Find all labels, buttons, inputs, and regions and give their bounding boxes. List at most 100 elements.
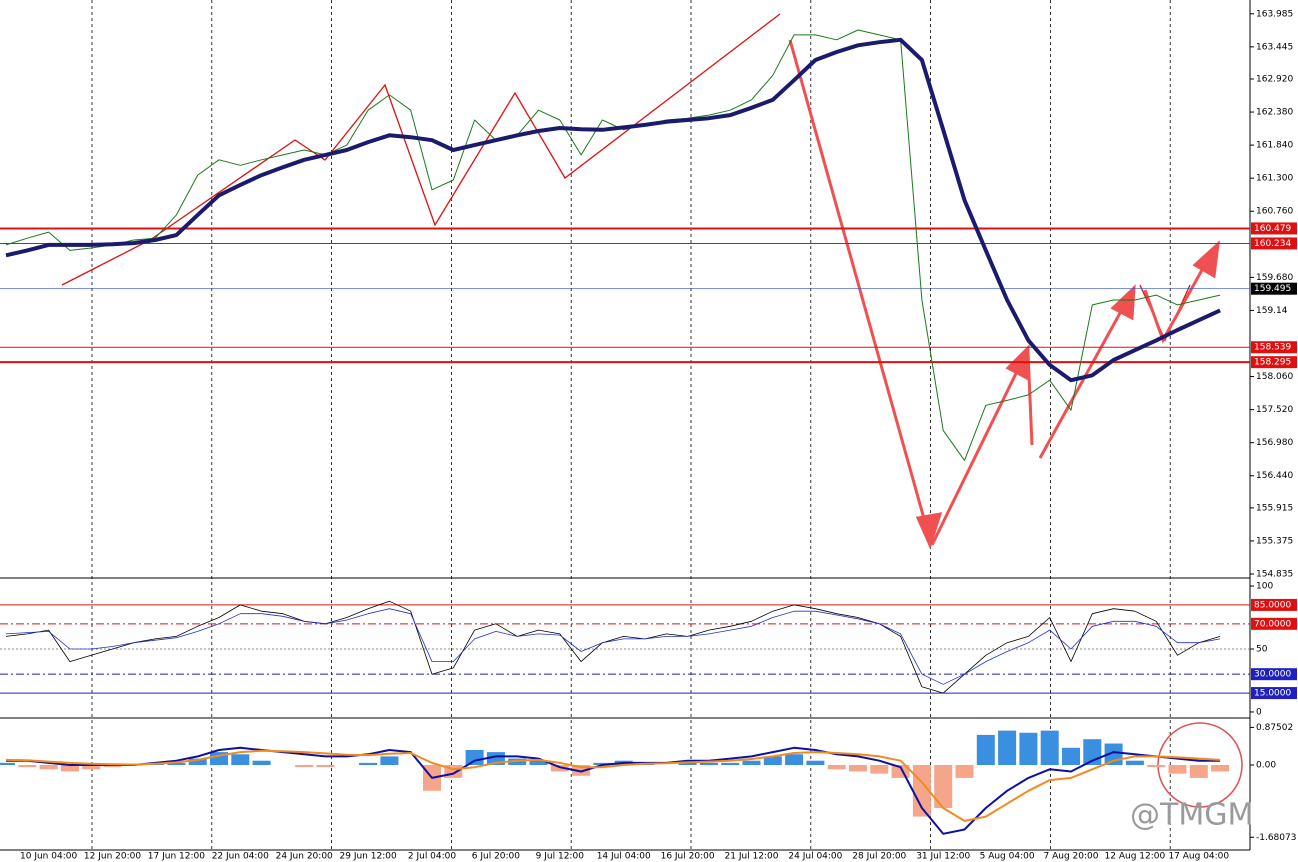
x-tick-label: 12 Jun 20:00 bbox=[84, 852, 141, 862]
x-tick-label: 24 Jun 20:00 bbox=[276, 852, 333, 862]
level-label: 160.234 bbox=[1254, 239, 1291, 249]
histogram-bar bbox=[955, 765, 974, 778]
y-tick-label: 163.445 bbox=[1256, 42, 1293, 52]
histogram-bar bbox=[60, 765, 79, 772]
level-box bbox=[1251, 237, 1297, 250]
histogram-bar bbox=[0, 762, 15, 766]
histogram-bar bbox=[103, 765, 122, 768]
x-tick-label: 29 Jun 12:00 bbox=[340, 852, 397, 862]
histogram-bar bbox=[550, 765, 569, 772]
level-box bbox=[1251, 222, 1297, 235]
histogram-bar bbox=[742, 760, 761, 766]
series-line bbox=[5, 37, 1221, 383]
x-tick-label: 17 Jun 12:00 bbox=[148, 852, 205, 862]
y-tick-label: 100 bbox=[1256, 582, 1273, 592]
level-label: 158.539 bbox=[1254, 343, 1291, 353]
level-box bbox=[1251, 687, 1297, 700]
histogram-bar bbox=[572, 765, 591, 776]
histogram-bar bbox=[1062, 747, 1080, 766]
y-tick-label: 155.915 bbox=[1256, 503, 1293, 513]
x-tick-label: 12 Aug 12:00 bbox=[1105, 852, 1166, 862]
y-tick-label: 163.985 bbox=[1256, 9, 1293, 19]
level-box bbox=[1251, 617, 1297, 630]
histogram-bar bbox=[763, 756, 782, 766]
histogram-bar bbox=[380, 756, 399, 766]
histogram-bar bbox=[934, 765, 953, 808]
histogram-bar bbox=[316, 765, 335, 768]
arrow bbox=[1143, 251, 1214, 344]
y-tick-label: 0.87502 bbox=[1256, 723, 1293, 733]
histogram-bar bbox=[1189, 765, 1208, 778]
y-tick-label: 154.835 bbox=[1256, 570, 1293, 580]
arrow-head bbox=[915, 512, 943, 550]
histogram-bar bbox=[849, 765, 867, 772]
level-box bbox=[1251, 341, 1297, 354]
arrow-head bbox=[1192, 240, 1220, 279]
level-box bbox=[1251, 668, 1297, 681]
histogram-bar bbox=[82, 765, 101, 770]
y-tick-label: -1.68073 bbox=[1256, 833, 1296, 843]
y-tick-label: 160.760 bbox=[1256, 207, 1293, 217]
histogram-bar bbox=[1125, 760, 1144, 766]
series-line bbox=[5, 608, 1221, 685]
level-label: 160.479 bbox=[1254, 224, 1291, 234]
level-box bbox=[1251, 356, 1297, 369]
histogram-bar bbox=[827, 765, 846, 770]
histogram-bar bbox=[295, 765, 314, 768]
histogram-bar bbox=[1211, 765, 1230, 772]
y-tick-label: 162.920 bbox=[1256, 74, 1293, 84]
y-tick-label: 157.520 bbox=[1256, 405, 1293, 415]
y-tick-label: 0 bbox=[1256, 707, 1262, 717]
highlight-circle bbox=[1157, 722, 1243, 808]
arrow bbox=[930, 354, 1027, 546]
x-tick-label: 6 Jul 20:00 bbox=[472, 852, 521, 862]
histogram-bar bbox=[721, 762, 740, 766]
x-tick-label: 17 Aug 04:00 bbox=[1168, 852, 1229, 862]
y-tick-label: 156.440 bbox=[1256, 471, 1293, 481]
histogram-bar bbox=[678, 762, 697, 766]
histogram-bar bbox=[1168, 765, 1187, 774]
level-label: 85.0000 bbox=[1254, 600, 1291, 610]
histogram-bar bbox=[167, 762, 186, 766]
histogram-bar bbox=[699, 762, 718, 766]
x-tick-label: 22 Jun 04:00 bbox=[212, 852, 269, 862]
y-tick-label: 158.060 bbox=[1256, 372, 1293, 382]
y-tick-label: 162.380 bbox=[1256, 108, 1293, 118]
y-tick-label: 161.300 bbox=[1256, 174, 1293, 184]
histogram-bar bbox=[359, 762, 378, 766]
arrows bbox=[788, 39, 1220, 550]
histogram-bar bbox=[231, 754, 250, 766]
level-label: 70.0000 bbox=[1254, 619, 1291, 629]
x-tick-label: 14 Jul 04:00 bbox=[597, 852, 651, 862]
histogram-bar bbox=[188, 758, 207, 766]
histogram-bar bbox=[18, 765, 37, 768]
x-tick-label: 7 Aug 20:00 bbox=[1044, 852, 1099, 862]
histogram-bar bbox=[870, 765, 889, 774]
x-tick-label: 21 Jul 12:00 bbox=[725, 852, 779, 862]
level-label: 30.0000 bbox=[1254, 670, 1291, 680]
y-tick-label: 161.840 bbox=[1256, 141, 1293, 151]
x-tick-label: 31 Jul 12:00 bbox=[916, 852, 970, 862]
x-tick-label: 16 Jul 20:00 bbox=[661, 852, 715, 862]
y-tick-label: 50 bbox=[1256, 645, 1268, 655]
level-box bbox=[1251, 598, 1297, 611]
level-label: 159.495 bbox=[1254, 284, 1291, 294]
y-tick-label: 156.980 bbox=[1256, 438, 1293, 448]
watermark: @TMGM bbox=[1130, 798, 1253, 833]
level-label: 15.0000 bbox=[1254, 689, 1291, 699]
series-line bbox=[5, 600, 1221, 694]
series-line bbox=[5, 29, 1221, 461]
x-tick-label: 28 Jul 20:00 bbox=[852, 852, 906, 862]
histogram-bar bbox=[465, 749, 484, 766]
zigzag-line bbox=[61, 13, 781, 286]
y-tick-label: 159.680 bbox=[1256, 273, 1293, 283]
histogram-bar bbox=[1019, 732, 1038, 766]
level-label: 158.295 bbox=[1254, 358, 1291, 368]
histogram-bar bbox=[806, 760, 825, 766]
histogram-bar bbox=[1040, 730, 1059, 766]
histogram-bar bbox=[529, 760, 548, 766]
histogram-bar bbox=[1147, 765, 1166, 768]
histogram-bar bbox=[252, 760, 271, 766]
